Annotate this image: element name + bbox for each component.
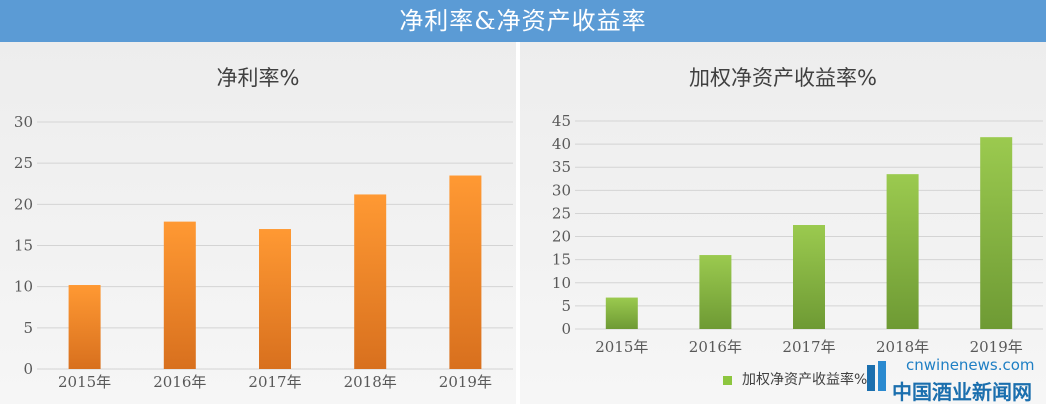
net-margin-y-tick-label: 25: [14, 154, 33, 172]
net-margin-x-tick-label: 2017年: [248, 373, 301, 391]
watermark-url: cnwinenews.com: [906, 356, 1035, 374]
net-margin-y-tick-label: 0: [23, 360, 33, 378]
roe-x-tick-label: 2015年: [595, 338, 648, 356]
roe-y-tick-label: 25: [552, 204, 571, 222]
net-margin-chart: 0 5 10 15 20 25 30 2015年 2016年 2017年 2018年 2019年: [14, 113, 513, 391]
legend-swatch: [723, 375, 732, 385]
roe-x-tick-label: 2018年: [876, 338, 929, 356]
watermark-logo-icon: [867, 361, 886, 391]
roe-x-tick-label: 2019年: [970, 338, 1023, 356]
net-margin-x-tick-label: 2015年: [58, 373, 111, 391]
net-margin-y-tick-label: 15: [14, 237, 33, 255]
net-margin-bar-2018年: [354, 194, 387, 369]
roe-y-tick-label: 15: [552, 251, 571, 269]
net-margin-chart-panel: 净利率% 0 5 10 15 20 25 30 2015年 2016年 2017年 2018年 201…: [0, 42, 518, 404]
roe-chart-title: 加权净资产收益率%: [689, 66, 877, 90]
roe-bar-2016年: [699, 255, 732, 329]
roe-y-tick-label: 40: [552, 135, 571, 153]
net-margin-chart-title: 净利率%: [216, 66, 300, 90]
net-margin-x-tick-label: 2019年: [439, 373, 492, 391]
net-margin-y-tick-label: 30: [14, 113, 33, 131]
roe-x-tick-label: 2017年: [782, 338, 835, 356]
roe-y-tick-label: 5: [561, 297, 571, 315]
roe-bar-2015年: [605, 297, 638, 329]
roe-chart-legend: 加权净资产收益率%: [723, 369, 867, 389]
net-margin-y-tick-label: 20: [14, 195, 33, 213]
net-margin-bar-2019年: [449, 175, 482, 369]
banner-title: 净利率&净资产收益率: [0, 0, 1046, 42]
roe-y-tick-label: 20: [552, 228, 571, 246]
net-margin-bar-2017年: [259, 229, 291, 369]
watermark-site-name: 中国酒业新闻网: [892, 380, 1032, 404]
roe-y-tick-label: 0: [561, 320, 571, 338]
roe-chart: 0 5 10 15 20 25 30 35 40 45 2015年 2016年 2017年 2018年 20…: [552, 112, 1043, 356]
net-margin-x-tick-label: 2018年: [344, 373, 397, 391]
roe-y-tick-label: 30: [552, 181, 571, 199]
roe-y-tick-label: 35: [552, 158, 571, 176]
net-margin-x-tick-label: 2016年: [153, 373, 206, 391]
net-margin-bar-2015年: [68, 285, 101, 369]
roe-y-tick-label: 10: [552, 274, 571, 292]
legend-label: 加权净资产收益率%: [742, 372, 868, 388]
roe-y-tick-label: 45: [552, 112, 571, 130]
roe-chart-panel: 加权净资产收益率% 0 5 10 15 20 25 30 35 40 45 2015年 2016年 20…: [520, 42, 1046, 404]
roe-bar-2018年: [886, 174, 919, 329]
net-margin-bar-2016年: [163, 221, 196, 369]
roe-bar-2017年: [793, 225, 825, 329]
roe-bar-2019年: [980, 137, 1013, 329]
net-margin-y-tick-label: 5: [23, 319, 33, 337]
net-margin-y-tick-label: 10: [14, 278, 33, 296]
roe-x-tick-label: 2016年: [689, 338, 742, 356]
